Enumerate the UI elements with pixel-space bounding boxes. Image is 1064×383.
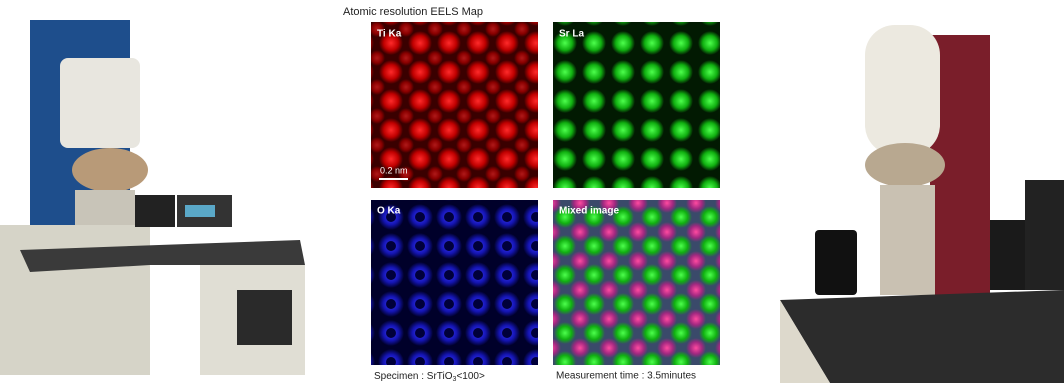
figure-title: Atomic resolution EELS Map bbox=[343, 6, 483, 18]
page: Atomic resolution EELS Map Ti Ka Sr La O… bbox=[0, 0, 1064, 383]
sr-map bbox=[553, 22, 720, 188]
panel-label: Sr La bbox=[559, 29, 584, 40]
specimen-label: Specimen : SrTiO bbox=[374, 371, 453, 382]
eels-panels: Ti Ka Sr La O Ka Mixed image 0.2 nm bbox=[371, 22, 720, 365]
panel-label: O Ka bbox=[377, 206, 401, 217]
specimen-suffix: <100> bbox=[456, 371, 485, 382]
ti-map bbox=[371, 22, 538, 188]
measurement-caption: Measurement time : 3.5minutes bbox=[556, 371, 696, 382]
o-map bbox=[371, 200, 538, 365]
left-microscope-photo bbox=[0, 0, 312, 383]
scale-bar-label: 0.2 nm bbox=[380, 165, 408, 175]
panel-label: Ti Ka bbox=[377, 29, 402, 40]
mixed-map bbox=[553, 200, 720, 365]
panel-label: Mixed image bbox=[559, 206, 619, 217]
specimen-caption: Specimen : SrTiO3<100> bbox=[374, 371, 485, 383]
right-microscope-photo bbox=[775, 0, 1064, 383]
